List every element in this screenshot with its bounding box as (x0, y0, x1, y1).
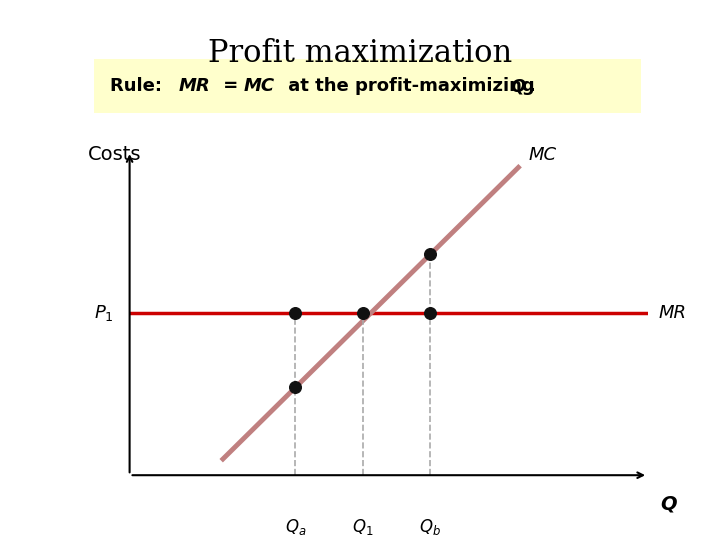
Text: Q: Q (510, 77, 526, 96)
Text: MR: MR (179, 77, 210, 96)
Text: =: = (217, 77, 244, 96)
Text: $P_1$: $P_1$ (94, 303, 114, 323)
Text: .: . (528, 77, 536, 96)
Text: $Q_1$: $Q_1$ (352, 517, 374, 537)
Text: Rule:: Rule: (110, 77, 174, 96)
Text: Costs: Costs (88, 145, 142, 164)
Point (425, 250, 436, 259)
Point (425, 309, 436, 318)
Text: MC: MC (244, 77, 275, 96)
Text: Q: Q (660, 495, 677, 514)
Text: $Q_a$: $Q_a$ (285, 517, 306, 537)
Text: at the profit-maximizing: at the profit-maximizing (282, 77, 541, 96)
Text: Profit maximization: Profit maximization (208, 38, 512, 69)
Text: $Q_b$: $Q_b$ (419, 517, 441, 537)
Text: MC: MC (528, 146, 557, 164)
Point (357, 309, 369, 318)
Point (289, 309, 301, 318)
Text: MR: MR (658, 304, 686, 322)
Point (289, 383, 301, 391)
